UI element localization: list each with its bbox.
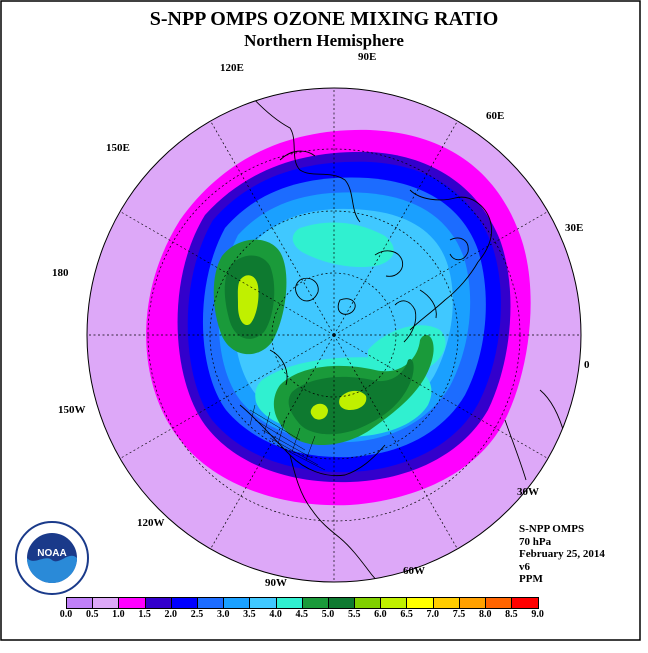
colorbar-cell bbox=[407, 598, 434, 608]
colorbar-tick-label: 4.0 bbox=[269, 609, 282, 620]
colorbar-cell bbox=[276, 598, 303, 608]
lon-label-30e: 30E bbox=[565, 222, 584, 234]
lon-label-120w: 120W bbox=[137, 517, 165, 529]
colorbar-cell bbox=[433, 598, 460, 608]
lon-label-150w: 150W bbox=[58, 404, 86, 416]
colorbar-cell bbox=[381, 598, 408, 608]
colorbar-cell bbox=[486, 598, 513, 608]
colorbar-cell bbox=[250, 598, 277, 608]
disc-outline bbox=[86, 87, 582, 583]
colorbar-cell bbox=[302, 598, 329, 608]
colorbar-cell bbox=[119, 598, 146, 608]
map-title: S-NPP OMPS OZONE MIXING RATIO bbox=[149, 8, 499, 30]
info-pressure-level: 70 hPa bbox=[519, 535, 552, 548]
us-grid bbox=[249, 404, 326, 471]
colorbar-cell bbox=[67, 598, 94, 608]
contour-aqua-north bbox=[292, 222, 394, 268]
colorbar-cell bbox=[328, 598, 356, 608]
colorbar-tick-label: 7.5 bbox=[452, 609, 466, 620]
coastlines bbox=[239, 94, 566, 582]
info-instrument: S-NPP OMPS bbox=[519, 523, 585, 535]
lon-label-60w: 60W bbox=[403, 565, 425, 577]
info-units: PPM bbox=[519, 573, 543, 585]
colorbar-cell bbox=[93, 598, 120, 608]
lon-label-120e: 120E bbox=[220, 62, 244, 74]
colorbar-cell bbox=[171, 598, 198, 608]
colorbar-tick-label: 3.5 bbox=[243, 609, 256, 620]
colorbar-tick-label: 5.5 bbox=[347, 609, 361, 620]
colorbar-tick-label: 5.0 bbox=[321, 609, 335, 620]
colorbar-tick-label: 1.0 bbox=[112, 609, 125, 620]
colorbar-tick-label: 2.0 bbox=[164, 609, 178, 620]
colorbar-labels: 0.0 0.5 1.0 1.5 2.0 2.5 3.0 3.5 4.0 4.5 5.0 5.5 6.0 6… bbox=[0, 609, 648, 623]
colorbar bbox=[66, 597, 540, 609]
contour-lime-west bbox=[237, 275, 259, 326]
colorbar-tick-label: 8.0 bbox=[478, 609, 492, 620]
info-date: February 25, 2014 bbox=[519, 548, 605, 560]
colorbar-tick-label: 4.5 bbox=[295, 609, 309, 620]
noaa-logo-text: NOAA bbox=[37, 548, 66, 559]
colorbar-cell bbox=[224, 598, 251, 608]
colorbar-tick-label: 1.5 bbox=[138, 609, 151, 620]
colorbar-tick-label: 8.5 bbox=[505, 609, 518, 620]
colorbar-tick-label: 6.0 bbox=[374, 609, 387, 620]
colorbar-tick-label: 9.0 bbox=[531, 609, 544, 620]
colorbar-tick-label: 0.0 bbox=[59, 609, 73, 620]
contour-lime-east-1 bbox=[310, 403, 328, 420]
colorbar-tick-label: 7.0 bbox=[426, 609, 440, 620]
lon-label-60e: 60E bbox=[486, 110, 505, 122]
lon-label-180: 180 bbox=[52, 267, 69, 279]
colorbar-tick-label: 3.0 bbox=[216, 609, 230, 620]
info-box: S-NPP OMPS 70 hPa February 25, 2014 v6 P… bbox=[519, 523, 605, 586]
colorbar-tick-label: 6.5 bbox=[400, 609, 413, 620]
colorbar-cell bbox=[512, 598, 539, 608]
graticule bbox=[87, 88, 581, 582]
colorbar-cell bbox=[355, 598, 382, 608]
lon-label-150e: 150E bbox=[106, 142, 130, 154]
noaa-logo: NOAA bbox=[15, 521, 89, 595]
info-version: v6 bbox=[519, 560, 530, 573]
colorbar-cell bbox=[145, 598, 172, 608]
lon-label-0: 0 bbox=[584, 359, 590, 371]
lon-label-90w: 90W bbox=[265, 577, 287, 589]
colorbar-tick-label: 2.5 bbox=[190, 609, 204, 620]
colorbar-tick-label: 0.5 bbox=[85, 609, 99, 620]
colorbar-cell bbox=[197, 598, 225, 608]
colorbar-cell bbox=[459, 598, 486, 608]
lon-label-90e: 90E bbox=[358, 51, 377, 63]
map-subtitle: Northern Hemisphere bbox=[244, 31, 404, 50]
lon-label-30w: 30W bbox=[517, 486, 539, 498]
contour-lime-east-2 bbox=[339, 390, 367, 410]
